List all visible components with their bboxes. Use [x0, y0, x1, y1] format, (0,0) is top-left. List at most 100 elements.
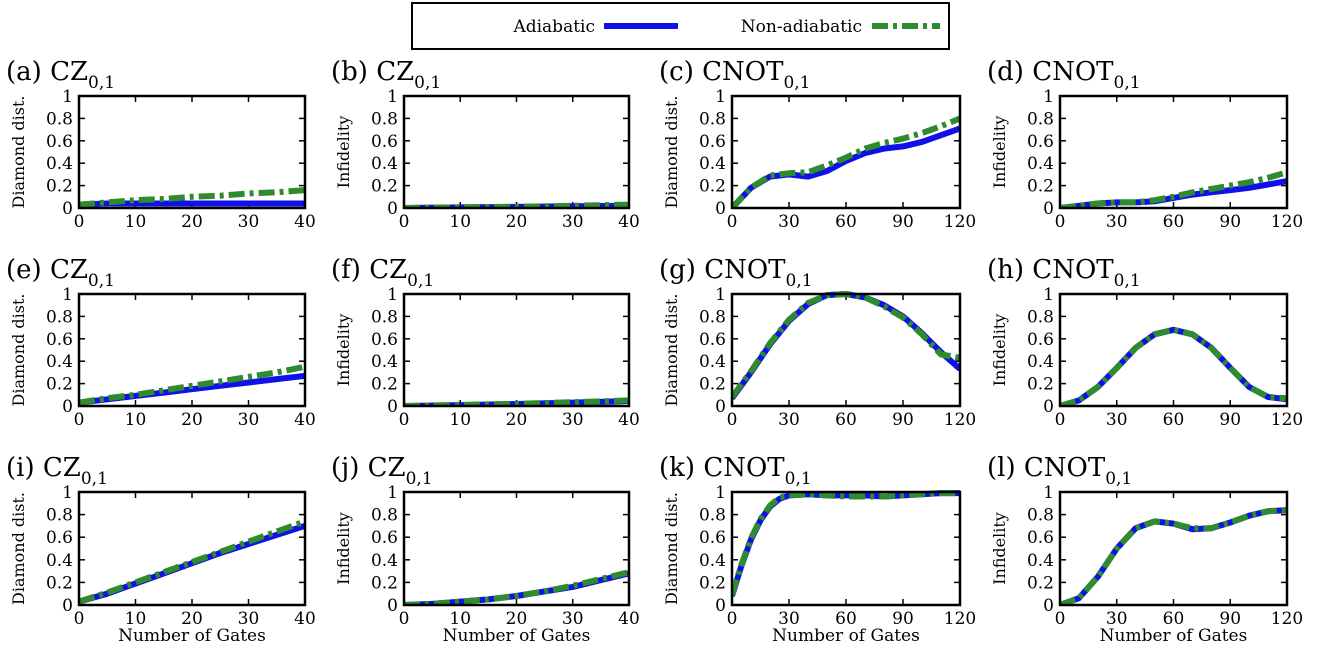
y-tick-label: 0.4 — [1027, 352, 1054, 372]
y-tick-label: 0 — [715, 397, 726, 417]
x-tick-label: 10 — [449, 212, 471, 232]
y-tick-label: 1 — [1043, 87, 1054, 107]
plot-frame — [730, 94, 962, 210]
y-tick-label: 0.4 — [371, 352, 398, 372]
x-tick-label: 0 — [399, 410, 410, 430]
y-tick-label: 0.8 — [1027, 109, 1054, 129]
panel-title: (c) CNOT0,1 — [659, 57, 810, 93]
panel-label: (k) — [659, 453, 703, 483]
x-tick-label: 30 — [778, 212, 800, 232]
panel-title: (j) CZ0,1 — [331, 453, 433, 489]
x-axis-label: Number of Gates — [118, 626, 266, 646]
y-axis-label: Diamond dist. — [662, 293, 681, 406]
x-tick-label: 10 — [449, 410, 471, 430]
x-tick-label: 40 — [618, 212, 640, 232]
x-tick-label: 30 — [562, 212, 584, 232]
y-tick-label: 1 — [62, 285, 73, 305]
x-tick-label: 60 — [1163, 609, 1185, 629]
x-tick-label: 20 — [181, 212, 203, 232]
panel-gate-subscript: 0,1 — [406, 469, 433, 489]
panel-label: (a) — [6, 57, 50, 87]
x-tick-label: 60 — [1163, 410, 1185, 430]
panel-label: (j) — [331, 453, 368, 483]
y-tick-label: 1 — [62, 483, 73, 503]
y-tick-label: 0.6 — [46, 132, 73, 152]
x-tick-label: 40 — [294, 410, 316, 430]
plot-frame — [730, 292, 962, 408]
y-axis-label: Infidelity — [990, 314, 1009, 387]
y-tick-label: 0.6 — [699, 132, 726, 152]
panel-h: (h) CNOT0,1 Infidelity 00.2 0.40.6 0.81 0 30 60… — [987, 255, 1303, 430]
x-tick-label: 20 — [181, 410, 203, 430]
panel-title: (d) CNOT0,1 — [987, 57, 1141, 93]
plot-frame — [1058, 94, 1289, 210]
y-tick-label: 1 — [1043, 483, 1054, 503]
panel-gate-name: CZ — [43, 453, 81, 483]
legend-label-adiabatic: Adiabatic — [512, 17, 595, 37]
legend-label-non-adiabatic: Non-adiabatic — [741, 17, 862, 37]
panel-gate-subscript: 0,1 — [88, 271, 115, 291]
panel-g: (g) CNOT0,1 Diamond dist. 00.2 0.40.6 0.81 0 3… — [659, 255, 976, 430]
legend-box — [411, 2, 950, 50]
x-tick-label: 60 — [835, 609, 857, 629]
x-tick-label: 90 — [1219, 410, 1241, 430]
panel-gate-subscript: 0,1 — [783, 73, 810, 93]
panel-k: (k) CNOT0,1 Diamond dist. Number of Gates 0… — [659, 453, 976, 646]
y-tick-label: 0 — [1043, 397, 1054, 417]
panel-label: (h) — [987, 255, 1032, 285]
y-tick-label: 0.4 — [699, 551, 726, 571]
y-tick-label: 0.6 — [371, 132, 398, 152]
y-tick-label: 0.4 — [46, 352, 73, 372]
panel-title: (a) CZ0,1 — [6, 57, 115, 93]
y-tick-label: 0 — [387, 397, 398, 417]
x-tick-label: 20 — [506, 410, 528, 430]
x-tick-label: 90 — [1219, 212, 1241, 232]
y-tick-label: 0.2 — [371, 177, 398, 197]
panel-title: (i) CZ0,1 — [6, 453, 108, 489]
x-tick-label: 10 — [125, 410, 147, 430]
y-tick-label: 1 — [715, 483, 726, 503]
panel-label: (g) — [659, 255, 704, 285]
x-tick-label: 120 — [944, 410, 976, 430]
y-tick-label: 0.8 — [699, 307, 726, 327]
y-tick-label: 1 — [62, 87, 73, 107]
panel-gate-subscript: 0,1 — [1114, 271, 1141, 291]
y-tick-label: 0.6 — [1027, 330, 1054, 350]
y-tick-label: 1 — [715, 285, 726, 305]
y-axis-label: Infidelity — [990, 512, 1009, 585]
plot-frame — [402, 490, 631, 607]
x-tick-label: 0 — [399, 212, 410, 232]
y-tick-label: 0.2 — [46, 177, 73, 197]
x-tick-label: 30 — [238, 212, 260, 232]
panel-label: (l) — [987, 453, 1024, 483]
y-tick-label: 0.4 — [699, 352, 726, 372]
y-tick-label: 0 — [62, 199, 73, 219]
x-tick-label: 30 — [1106, 609, 1128, 629]
y-tick-label: 0.2 — [1027, 177, 1054, 197]
series-line-non-adiabatic — [79, 518, 305, 605]
panel-title: (e) CZ0,1 — [6, 255, 115, 291]
series-line-non-adiabatic — [732, 291, 960, 399]
y-axis-label: Infidelity — [990, 116, 1009, 189]
y-tick-label: 0.8 — [371, 307, 398, 327]
x-tick-label: 120 — [1271, 609, 1303, 629]
series-line-non-adiabatic — [732, 490, 960, 596]
series-line-adiabatic — [732, 125, 960, 208]
y-tick-label: 0.2 — [699, 573, 726, 593]
panel-gate-name: CZ — [376, 57, 414, 87]
y-axis-label: Diamond dist. — [9, 492, 28, 605]
plot-frame — [1058, 292, 1289, 408]
series-line-non-adiabatic — [1060, 169, 1287, 208]
y-tick-label: 0.8 — [371, 109, 398, 129]
y-tick-label: 1 — [715, 87, 726, 107]
panel-title: (g) CNOT0,1 — [659, 255, 813, 291]
y-tick-label: 1 — [387, 87, 398, 107]
y-tick-label: 0 — [387, 596, 398, 616]
panel-gate-subscript: 0,1 — [786, 271, 813, 291]
y-tick-label: 0.4 — [1027, 551, 1054, 571]
x-tick-label: 40 — [294, 212, 316, 232]
y-tick-label: 0.2 — [1027, 375, 1054, 395]
y-tick-label: 0 — [387, 199, 398, 219]
